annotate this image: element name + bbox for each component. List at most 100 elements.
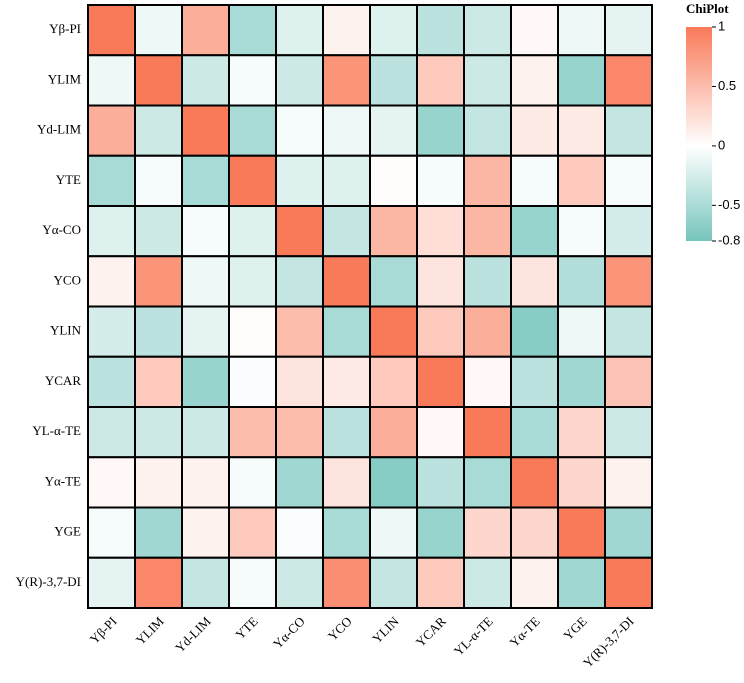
- heatmap-cell: [604, 556, 653, 609]
- heatmap-cell: [463, 556, 512, 609]
- heatmap-cell: [510, 305, 559, 358]
- heatmap-cell: [228, 205, 277, 258]
- heatmap-cell: [557, 456, 606, 509]
- y-tick-label: YLIN: [50, 323, 82, 338]
- heatmap-cell: [134, 456, 183, 509]
- heatmap-cell: [275, 54, 324, 107]
- heatmap-cell: [87, 456, 136, 509]
- heatmap-cell: [87, 556, 136, 609]
- colorbar-tick-label: 0.5: [718, 78, 736, 93]
- heatmap-cell: [369, 154, 418, 207]
- heatmap-cell: [228, 406, 277, 459]
- heatmap-cell: [228, 154, 277, 207]
- heatmap-cell: [369, 556, 418, 609]
- heatmap-cell: [275, 154, 324, 207]
- heatmap-cell: [416, 255, 465, 308]
- heatmap-cell: [275, 456, 324, 509]
- heatmap-cell: [275, 355, 324, 408]
- heatmap-cell: [510, 4, 559, 57]
- x-tick-label: Yβ-PI: [87, 614, 120, 647]
- y-tick-label: YL-α-TE: [32, 423, 81, 438]
- heatmap-cell: [604, 506, 653, 559]
- colorbar-tick-label: 1: [718, 18, 725, 33]
- heatmap-cell: [604, 205, 653, 258]
- heatmap-cell: [134, 154, 183, 207]
- heatmap-cell: [369, 456, 418, 509]
- heatmap-cell: [228, 4, 277, 57]
- heatmap-cell: [275, 506, 324, 559]
- heatmap-cell: [369, 104, 418, 157]
- y-tick-label: YTE: [56, 172, 81, 187]
- heatmap-cell: [322, 255, 371, 308]
- x-tick-label: Yd-LIM: [172, 613, 214, 655]
- x-tick-label: YL-α-TE: [451, 614, 496, 659]
- heatmap-cell: [510, 506, 559, 559]
- heatmap-cell: [322, 355, 371, 408]
- heatmap-cell: [557, 355, 606, 408]
- heatmap-cell: [275, 406, 324, 459]
- y-tick-label: Y(R)-3,7-DI: [16, 574, 81, 589]
- heatmap-cell: [228, 506, 277, 559]
- heatmap-cell: [416, 355, 465, 408]
- heatmap-cell: [181, 54, 230, 107]
- heatmap-cell: [463, 4, 512, 57]
- heatmap-cell: [369, 255, 418, 308]
- x-tick-label: YLIN: [369, 613, 402, 646]
- heatmap-cell: [228, 456, 277, 509]
- heatmap-cell: [322, 54, 371, 107]
- heatmap-cell: [369, 355, 418, 408]
- y-tick-label: YCAR: [45, 373, 81, 388]
- heatmap-cell: [510, 255, 559, 308]
- heatmap-cell: [228, 255, 277, 308]
- colorbar-tick-label: 0: [718, 137, 725, 152]
- heatmap-cell: [416, 104, 465, 157]
- heatmap-cell: [604, 355, 653, 408]
- heatmap-cell: [87, 4, 136, 57]
- heatmap-cell: [604, 456, 653, 509]
- heatmap-cell: [557, 406, 606, 459]
- heatmap-cell: [134, 4, 183, 57]
- heatmap-cell: [510, 104, 559, 157]
- colorbar: [686, 27, 712, 241]
- x-tick-label: YLIM: [133, 613, 167, 647]
- heatmap-cell: [416, 305, 465, 358]
- heatmap-cell: [134, 556, 183, 609]
- heatmap-cell: [87, 305, 136, 358]
- heatmap-cell: [322, 406, 371, 459]
- heatmap-cell: [416, 154, 465, 207]
- x-tick-label: YCAR: [413, 613, 449, 649]
- heatmap-cell: [87, 104, 136, 157]
- heatmap-cell: [463, 355, 512, 408]
- x-tick-label: Yα-CO: [270, 614, 308, 652]
- x-tick-label: YCO: [325, 614, 355, 644]
- heatmap-cell: [369, 54, 418, 107]
- heatmap-cell: [228, 355, 277, 408]
- heatmap-cell: [322, 154, 371, 207]
- heatmap-cell: [510, 556, 559, 609]
- heatmap-cell: [369, 305, 418, 358]
- heatmap-cell: [134, 406, 183, 459]
- heatmap-cell: [134, 355, 183, 408]
- y-tick-label: YGE: [54, 524, 81, 539]
- x-tick-label: Y(R)-3,7-DI: [580, 614, 637, 671]
- heatmap-cell: [181, 456, 230, 509]
- heatmap-cell: [181, 255, 230, 308]
- heatmap-cell: [322, 456, 371, 509]
- colorbar-tick-label: -0.5: [718, 197, 740, 212]
- heatmap-cell: [557, 205, 606, 258]
- heatmap-cell: [463, 54, 512, 107]
- heatmap-cell: [463, 406, 512, 459]
- heatmap-cell: [87, 54, 136, 107]
- heatmap-cell: [275, 556, 324, 609]
- heatmap-cell: [87, 255, 136, 308]
- y-tick-label: YCO: [54, 272, 81, 287]
- y-tick-label: Yd-LIM: [37, 122, 81, 137]
- heatmap-cell: [369, 205, 418, 258]
- heatmap-cell: [322, 506, 371, 559]
- heatmap-cell: [275, 255, 324, 308]
- heatmap-cell: [416, 506, 465, 559]
- heatmap-cell: [181, 305, 230, 358]
- heatmap-cell: [557, 305, 606, 358]
- heatmap-cell: [322, 4, 371, 57]
